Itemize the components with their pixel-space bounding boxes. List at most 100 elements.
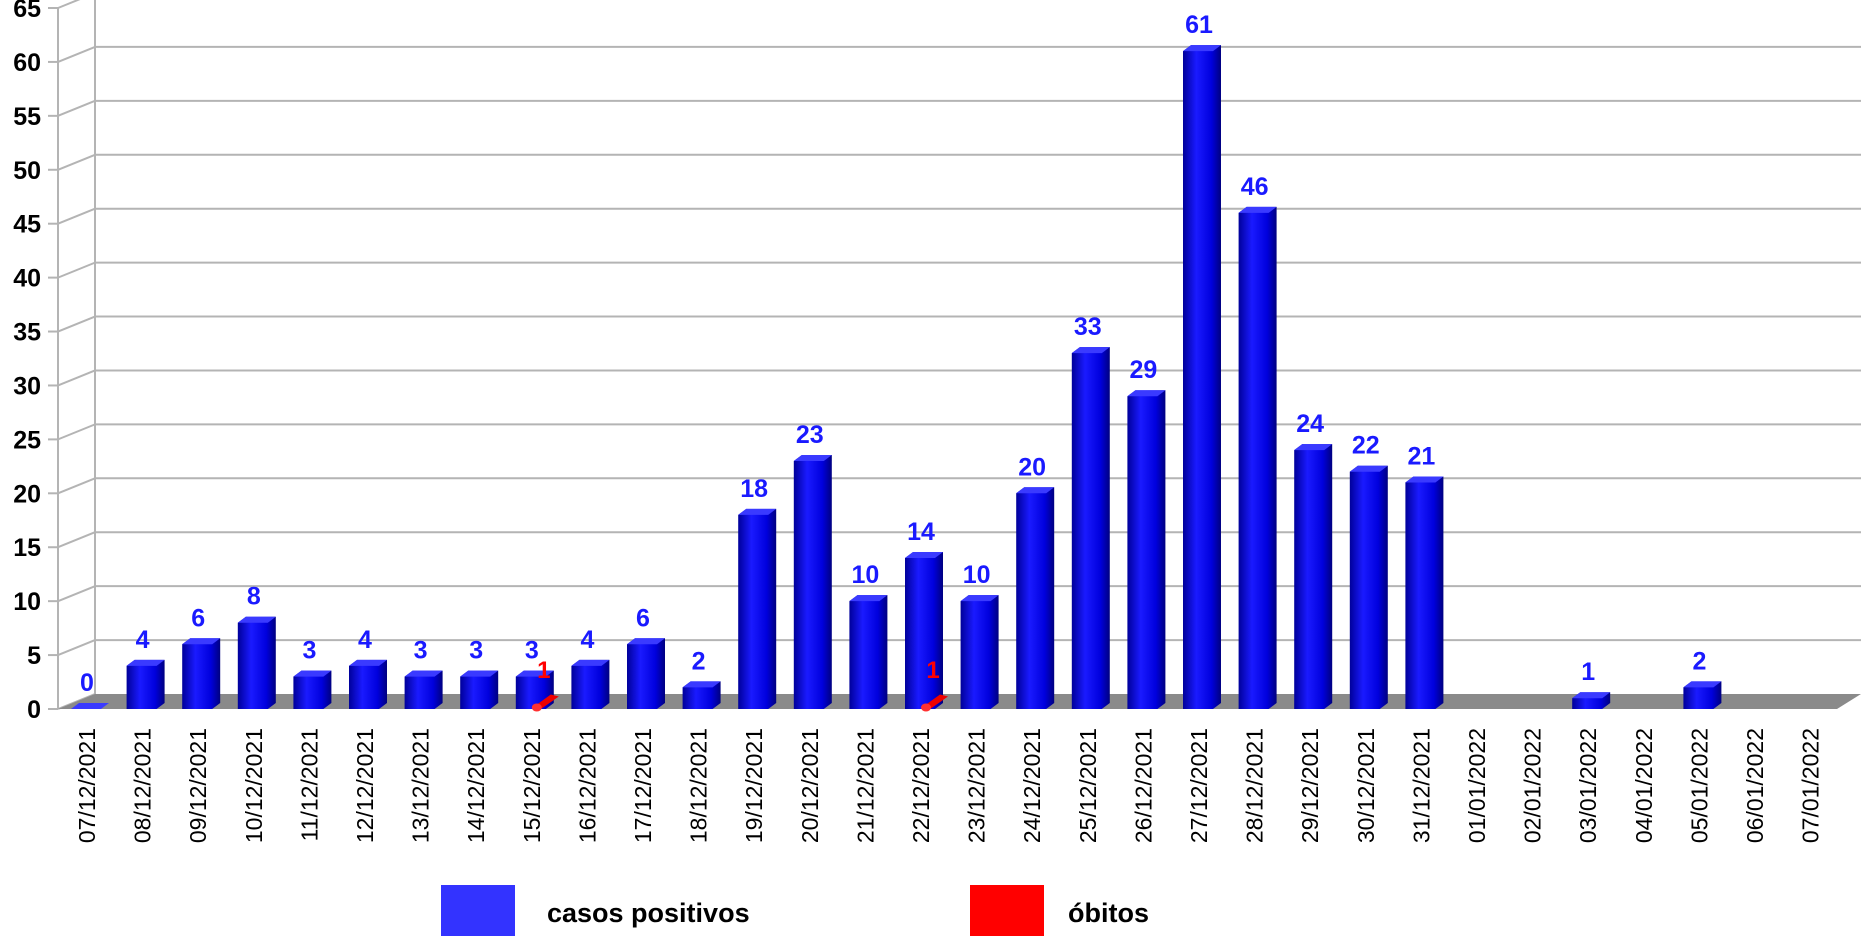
gridline-side	[57, 0, 81, 9]
bars	[71, 45, 1722, 712]
bar-casos-positivos	[404, 670, 443, 709]
x-tick-label: 02/01/2022	[1520, 728, 1546, 843]
data-label-casos-positivos: 3	[414, 637, 428, 665]
bar-casos-positivos	[349, 659, 387, 709]
bar-casos-positivos	[1405, 476, 1444, 709]
bar-casos-positivos	[627, 638, 665, 709]
x-tick-label: 26/12/2021	[1130, 728, 1156, 843]
gridline-side	[57, 207, 96, 225]
data-label-casos-positivos: 18	[740, 475, 768, 503]
x-tick-label: 29/12/2021	[1297, 728, 1323, 843]
bar-casos-positivos	[571, 659, 610, 709]
y-tick-label: 45	[13, 211, 41, 239]
x-tick-label: 04/01/2022	[1631, 728, 1657, 843]
gridline-side	[57, 585, 96, 603]
x-tick-label: 09/12/2021	[185, 728, 211, 843]
y-axis: 0 5 10 15 20 25 30 35 40 45 50 55 60 65	[13, 0, 59, 724]
legend-swatch-casos-positivos	[441, 885, 515, 936]
x-tick-label: 13/12/2021	[408, 728, 434, 843]
x-tick-label: 16/12/2021	[574, 728, 600, 843]
data-label-casos-positivos: 33	[1074, 313, 1102, 341]
data-label-casos-positivos: 1	[1581, 658, 1595, 686]
bar-casos-positivos	[849, 595, 888, 709]
x-tick-label: 25/12/2021	[1075, 728, 1101, 843]
bar-casos-positivos	[738, 508, 777, 709]
x-tick-label: 20/12/2021	[797, 728, 823, 843]
gridline-side	[57, 99, 96, 117]
y-tick-label: 40	[13, 265, 41, 293]
legend: casos positivos óbitos	[441, 885, 1149, 936]
x-tick-label: 22/12/2021	[908, 728, 934, 843]
bar-casos-positivos	[793, 454, 832, 709]
x-tick-label: 24/12/2021	[1019, 728, 1045, 843]
y-tick-label: 5	[27, 642, 41, 670]
bar-casos-positivos	[1238, 206, 1277, 709]
data-label-casos-positivos: 23	[796, 421, 824, 449]
legend-swatch-obitos	[970, 885, 1044, 936]
x-tick-label: 31/12/2021	[1408, 728, 1434, 843]
x-tick-label: 07/12/2021	[74, 728, 100, 843]
bar-casos-positivos	[71, 703, 109, 709]
y-tick-label: 15	[13, 534, 41, 562]
bar-casos-positivos	[237, 616, 276, 709]
data-label-casos-positivos: 6	[191, 604, 205, 632]
gridline-side	[57, 639, 96, 657]
x-tick-label: 07/01/2022	[1798, 728, 1824, 843]
bar-casos-positivos	[293, 670, 332, 709]
data-label-casos-positivos: 4	[580, 626, 594, 654]
legend-label-casos-positivos: casos positivos	[547, 898, 750, 928]
y-tick-label: 10	[13, 588, 41, 616]
gridline-side	[57, 261, 96, 279]
data-label-casos-positivos: 4	[358, 626, 372, 654]
bar-obitos	[921, 694, 948, 712]
gridline-side	[57, 369, 96, 387]
y-tick-label: 30	[13, 372, 41, 400]
y-tick-label: 0	[27, 696, 41, 724]
data-label-casos-positivos: 21	[1407, 443, 1435, 471]
data-label-casos-positivos: 3	[302, 637, 316, 665]
bar-casos-positivos	[1127, 390, 1166, 709]
x-tick-label: 27/12/2021	[1186, 728, 1212, 843]
data-label-casos-positivos: 3	[469, 637, 483, 665]
bar-casos-positivos	[182, 638, 221, 709]
bar-casos-positivos	[1683, 681, 1722, 709]
data-label-casos-positivos: 2	[1692, 647, 1706, 675]
x-tick-label: 06/01/2022	[1742, 728, 1768, 843]
x-tick-label: 05/01/2022	[1686, 728, 1712, 843]
bar-casos-positivos	[1572, 692, 1611, 709]
bar-casos-positivos	[460, 670, 499, 709]
x-tick-label: 11/12/2021	[296, 728, 322, 841]
x-tick-label: 14/12/2021	[463, 728, 489, 843]
bar-casos-positivos	[960, 595, 999, 709]
y-tick-label: 25	[13, 426, 41, 454]
x-tick-label: 03/01/2022	[1575, 728, 1601, 843]
gridline-side	[57, 45, 96, 63]
data-label-casos-positivos: 14	[907, 518, 935, 546]
x-tick-label: 21/12/2021	[852, 728, 878, 843]
data-label-casos-positivos: 6	[636, 604, 650, 632]
data-label-casos-positivos: 8	[247, 583, 261, 611]
x-tick-label: 30/12/2021	[1353, 728, 1379, 843]
grid	[57, 0, 1861, 710]
gridline-side	[57, 477, 96, 495]
data-label-casos-positivos: 10	[851, 561, 879, 589]
bar-casos-positivos	[1349, 465, 1388, 709]
data-label-casos-positivos: 24	[1296, 410, 1324, 438]
data-label-casos-positivos: 20	[1018, 453, 1046, 481]
x-axis: 07/12/2021 08/12/2021 09/12/2021 10/12/2021…	[74, 728, 1824, 843]
y-tick-label: 60	[13, 49, 41, 77]
data-label-casos-positivos: 2	[692, 647, 706, 675]
bar-casos-positivos	[682, 681, 721, 709]
data-label-casos-positivos: 3	[525, 637, 539, 665]
bar-casos-positivos	[1183, 45, 1221, 709]
data-label-casos-positivos: 10	[963, 561, 991, 589]
x-tick-label: 08/12/2021	[130, 728, 156, 843]
data-label-casos-positivos: 4	[136, 626, 150, 654]
x-tick-label: 01/01/2022	[1464, 728, 1490, 843]
data-label-casos-positivos: 46	[1241, 173, 1269, 201]
bar-obitos	[531, 694, 559, 712]
gridline-side	[57, 423, 96, 441]
y-tick-label: 50	[13, 157, 41, 185]
